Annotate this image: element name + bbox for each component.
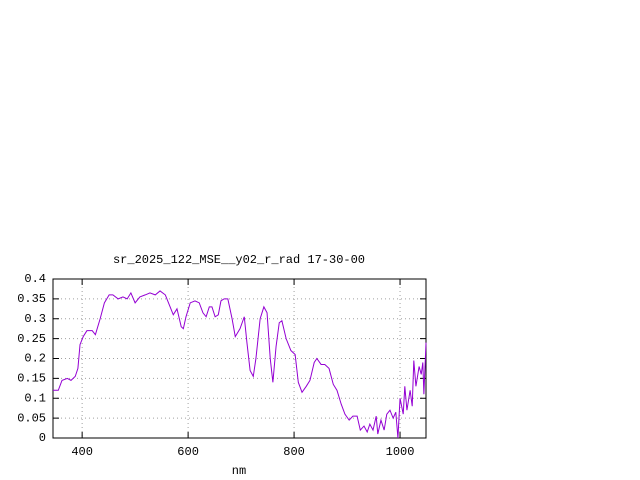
x-axis-label: nm — [232, 464, 246, 478]
y-tick-label: 0.4 — [24, 272, 46, 286]
x-tick-label: 400 — [71, 445, 93, 459]
chart-title: sr_2025_122_MSE__y02_r_rad 17-30-00 — [113, 253, 365, 267]
x-tick-label: 600 — [177, 445, 199, 459]
y-tick-label: 0 — [39, 431, 46, 445]
y-tick-label: 0.15 — [17, 372, 46, 386]
y-tick-label: 0.05 — [17, 411, 46, 425]
y-tick-label: 0.3 — [24, 312, 46, 326]
data-line — [53, 290, 427, 439]
y-tick-label: 0.25 — [17, 332, 46, 346]
plot-frame — [52, 278, 427, 439]
y-tick-label: 0.2 — [24, 352, 46, 366]
x-tick-label: 800 — [283, 445, 305, 459]
y-tick-label: 0.1 — [24, 391, 46, 405]
x-tick-label: 1000 — [386, 445, 415, 459]
y-tick-label: 0.35 — [17, 292, 46, 306]
